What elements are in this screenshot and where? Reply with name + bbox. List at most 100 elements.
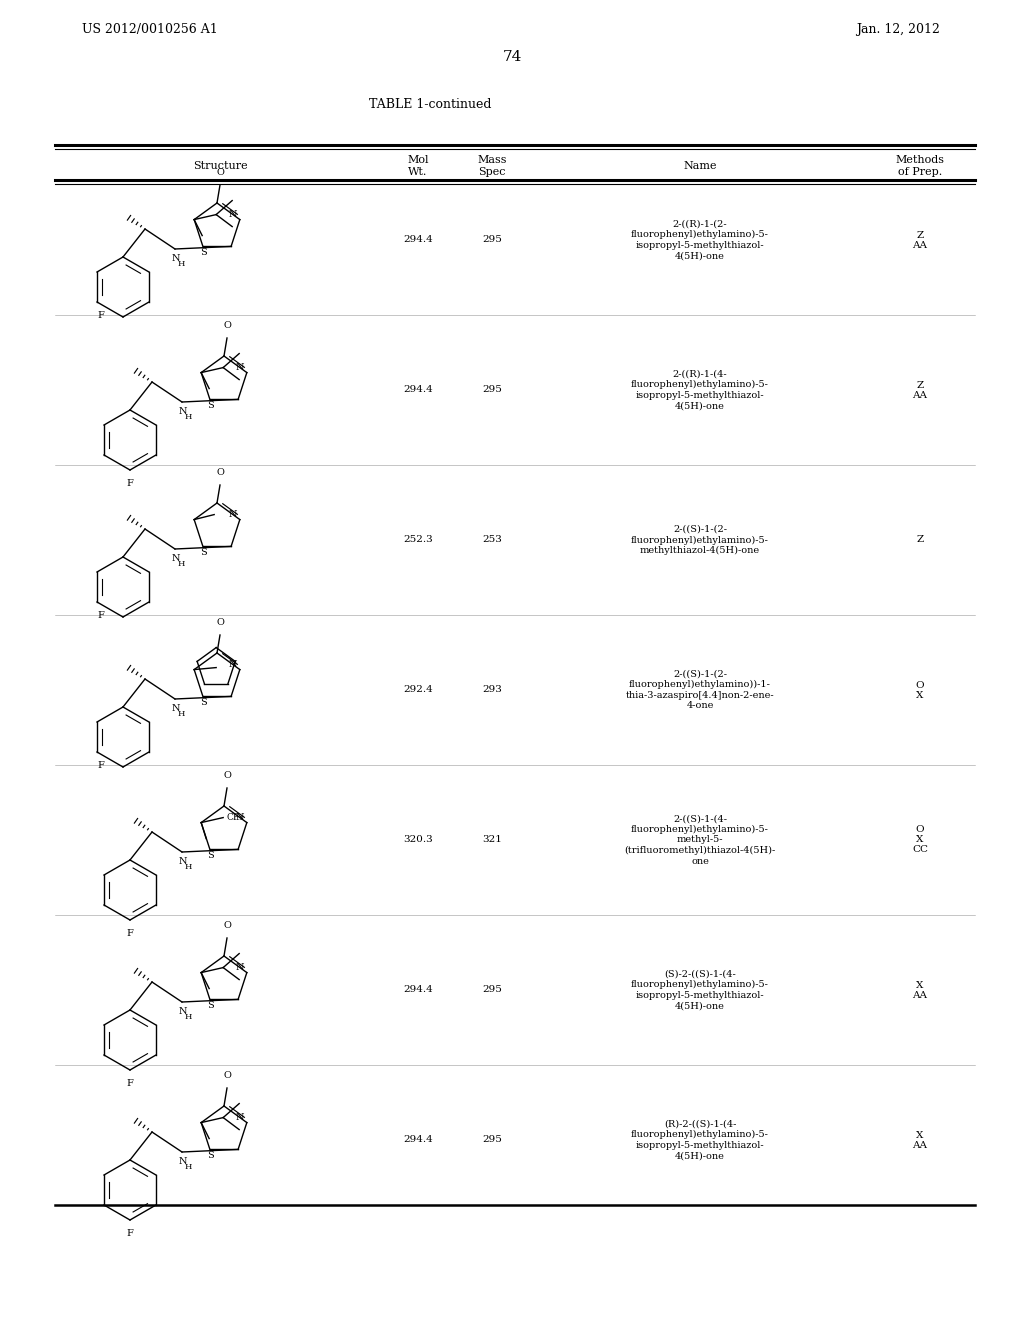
Text: Z: Z xyxy=(916,380,924,389)
Text: O: O xyxy=(223,921,231,931)
Text: X: X xyxy=(916,690,924,700)
Text: S: S xyxy=(208,1002,214,1010)
Text: N: N xyxy=(236,962,244,972)
Text: isopropyl-5-methylthiazol-: isopropyl-5-methylthiazol- xyxy=(636,391,764,400)
Text: N: N xyxy=(228,510,237,519)
Text: 4(5H)-one: 4(5H)-one xyxy=(675,251,725,260)
Text: isopropyl-5-methylthiazol-: isopropyl-5-methylthiazol- xyxy=(636,991,764,999)
Text: one: one xyxy=(691,857,709,866)
Text: Mass: Mass xyxy=(477,154,507,165)
Text: O: O xyxy=(223,321,231,330)
Text: (S)-2-((S)-1-(4-: (S)-2-((S)-1-(4- xyxy=(665,970,736,978)
Text: 295: 295 xyxy=(482,235,502,244)
Text: 4(5H)-one: 4(5H)-one xyxy=(675,401,725,411)
Text: H: H xyxy=(184,1012,191,1020)
Text: 294.4: 294.4 xyxy=(403,1135,433,1144)
Text: 253: 253 xyxy=(482,536,502,544)
Text: H: H xyxy=(177,260,184,268)
Text: 2-((S)-1-(4-: 2-((S)-1-(4- xyxy=(673,814,727,824)
Text: N: N xyxy=(179,407,187,416)
Text: 294.4: 294.4 xyxy=(403,235,433,244)
Text: 4(5H)-one: 4(5H)-one xyxy=(675,1151,725,1160)
Text: H: H xyxy=(184,413,191,421)
Text: 294.4: 294.4 xyxy=(403,986,433,994)
Text: fluorophenyl)ethylamino)-5-: fluorophenyl)ethylamino)-5- xyxy=(631,1130,769,1139)
Text: isopropyl-5-methylthiazol-: isopropyl-5-methylthiazol- xyxy=(636,240,764,249)
Text: 293: 293 xyxy=(482,685,502,694)
Text: methylthiazol-4(5H)-one: methylthiazol-4(5H)-one xyxy=(640,546,760,556)
Text: N: N xyxy=(236,363,244,372)
Text: 74: 74 xyxy=(503,50,521,63)
Text: fluorophenyl)ethylamino)-5-: fluorophenyl)ethylamino)-5- xyxy=(631,536,769,545)
Text: 320.3: 320.3 xyxy=(403,836,433,845)
Text: 2-((S)-1-(2-: 2-((S)-1-(2- xyxy=(673,525,727,535)
Text: Methods: Methods xyxy=(896,154,944,165)
Text: US 2012/0010256 A1: US 2012/0010256 A1 xyxy=(82,24,218,37)
Text: X: X xyxy=(916,1130,924,1139)
Text: F: F xyxy=(97,611,104,620)
Text: N: N xyxy=(172,704,180,713)
Text: F: F xyxy=(127,1078,133,1088)
Text: Mol: Mol xyxy=(408,154,429,165)
Text: S: S xyxy=(208,851,214,861)
Text: F: F xyxy=(127,1229,133,1238)
Text: N: N xyxy=(236,813,244,821)
Text: S: S xyxy=(201,698,207,708)
Text: O: O xyxy=(915,825,925,834)
Text: N: N xyxy=(179,1158,187,1166)
Text: Z: Z xyxy=(916,536,924,544)
Text: 295: 295 xyxy=(482,986,502,994)
Text: Spec: Spec xyxy=(478,168,506,177)
Text: fluorophenyl)ethylamino)-5-: fluorophenyl)ethylamino)-5- xyxy=(631,380,769,389)
Text: Z: Z xyxy=(916,231,924,239)
Text: N: N xyxy=(179,857,187,866)
Text: isopropyl-5-methylthiazol-: isopropyl-5-methylthiazol- xyxy=(636,1140,764,1150)
Text: X: X xyxy=(916,981,924,990)
Text: 321: 321 xyxy=(482,836,502,845)
Text: TABLE 1-continued: TABLE 1-continued xyxy=(369,99,492,111)
Text: AA: AA xyxy=(912,990,928,999)
Text: X: X xyxy=(916,836,924,845)
Text: H: H xyxy=(177,710,184,718)
Text: 2-((R)-1-(4-: 2-((R)-1-(4- xyxy=(673,370,727,379)
Text: methyl-5-: methyl-5- xyxy=(677,836,723,845)
Text: O: O xyxy=(216,618,224,627)
Text: S: S xyxy=(201,548,207,557)
Text: O: O xyxy=(223,1071,231,1080)
Text: CC: CC xyxy=(912,846,928,854)
Text: 295: 295 xyxy=(482,1135,502,1144)
Text: N: N xyxy=(228,210,237,219)
Text: O: O xyxy=(216,168,224,177)
Text: 4-one: 4-one xyxy=(686,701,714,710)
Text: S: S xyxy=(201,248,207,257)
Text: N: N xyxy=(228,660,237,669)
Text: O: O xyxy=(216,469,224,477)
Text: CF₃: CF₃ xyxy=(226,813,243,822)
Text: N: N xyxy=(236,1113,244,1122)
Text: (R)-2-((S)-1-(4-: (R)-2-((S)-1-(4- xyxy=(664,1119,736,1129)
Text: fluorophenyl)ethylamino)-5-: fluorophenyl)ethylamino)-5- xyxy=(631,825,769,834)
Text: AA: AA xyxy=(912,240,928,249)
Text: 292.4: 292.4 xyxy=(403,685,433,694)
Text: Wt.: Wt. xyxy=(409,168,428,177)
Text: H: H xyxy=(184,863,191,871)
Text: Name: Name xyxy=(683,161,717,172)
Text: O: O xyxy=(915,681,925,689)
Text: thia-3-azaspiro[4.4]non-2-ene-: thia-3-azaspiro[4.4]non-2-ene- xyxy=(626,690,774,700)
Text: N: N xyxy=(172,253,180,263)
Text: N: N xyxy=(172,554,180,564)
Text: fluorophenyl)ethylamino))-1-: fluorophenyl)ethylamino))-1- xyxy=(629,680,771,689)
Text: N: N xyxy=(179,1007,187,1016)
Text: O: O xyxy=(223,771,231,780)
Text: 4(5H)-one: 4(5H)-one xyxy=(675,1002,725,1010)
Text: AA: AA xyxy=(912,1140,928,1150)
Text: F: F xyxy=(97,312,104,319)
Text: (trifluoromethyl)thiazol-4(5H)-: (trifluoromethyl)thiazol-4(5H)- xyxy=(625,846,775,855)
Text: Jan. 12, 2012: Jan. 12, 2012 xyxy=(856,24,940,37)
Text: H: H xyxy=(184,1163,191,1171)
Text: fluorophenyl)ethylamino)-5-: fluorophenyl)ethylamino)-5- xyxy=(631,981,769,989)
Text: AA: AA xyxy=(912,391,928,400)
Text: 294.4: 294.4 xyxy=(403,385,433,395)
Text: H: H xyxy=(177,560,184,568)
Text: 2-((S)-1-(2-: 2-((S)-1-(2- xyxy=(673,669,727,678)
